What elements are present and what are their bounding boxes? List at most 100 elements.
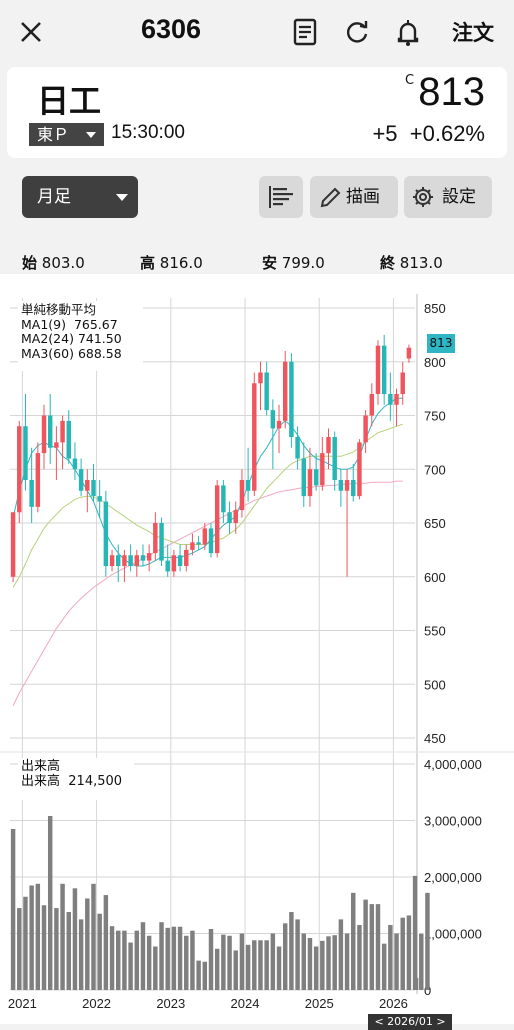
- low-value: 799.0: [281, 254, 325, 272]
- price-tick-label: 550: [424, 624, 446, 639]
- ma2-value: 741.50: [77, 331, 122, 346]
- volume-bar: [60, 883, 65, 990]
- volume-bar: [369, 904, 375, 990]
- cursor-date[interactable]: < 2026/01 >: [368, 1014, 452, 1030]
- quote-time: 15:30:00: [111, 122, 185, 143]
- market-label: 東Ｐ: [37, 125, 70, 144]
- price-tick-label: 650: [424, 516, 446, 531]
- volume-bar: [128, 942, 133, 990]
- ma1-row: MA1(9) 765.67: [21, 316, 143, 333]
- change-percent: +0.62%: [409, 121, 485, 146]
- change-value: +5: [372, 121, 398, 146]
- volume-bar: [264, 940, 269, 990]
- close-flag: C: [405, 73, 415, 88]
- price-chart[interactable]: 850 800 750 700 650 600 550 500 450 4,000,000 3,00…: [0, 274, 514, 1024]
- ma1-value: 765.67: [73, 316, 118, 332]
- volume-bar: [66, 912, 71, 990]
- ma3-label: MA3(60): [21, 345, 74, 361]
- chevron-down-icon: [116, 194, 128, 201]
- indicator-button[interactable]: [259, 176, 303, 218]
- period-select[interactable]: 月足: [22, 176, 138, 218]
- candle: [227, 512, 232, 523]
- settings-button[interactable]: 設定: [404, 176, 492, 218]
- candle: [60, 420, 65, 443]
- draw-label: 描画: [346, 187, 380, 207]
- candle: [116, 555, 121, 566]
- order-button[interactable]: 注文: [452, 21, 494, 45]
- draw-button[interactable]: 描画: [310, 176, 398, 218]
- volume-bar: [301, 933, 306, 990]
- volume-bar: [47, 815, 53, 990]
- open-item: 始 803.0: [22, 252, 85, 273]
- volume-tick-label: 0: [424, 983, 431, 998]
- volume-bar: [239, 933, 245, 990]
- candle: [369, 394, 375, 416]
- bell-icon[interactable]: [390, 14, 426, 50]
- candle: [381, 345, 387, 394]
- volume-bar: [381, 943, 387, 990]
- candle: [208, 528, 214, 554]
- candle: [153, 523, 158, 554]
- volume-bar: [35, 883, 41, 990]
- candle: [406, 347, 412, 359]
- volume-row: 出来高 214,500: [21, 774, 134, 790]
- volume-bar: [332, 935, 337, 990]
- candle: [140, 555, 146, 561]
- ma3-row: MA3(60) 688.58: [21, 345, 143, 362]
- x-tick-label: 2021: [8, 996, 37, 1011]
- candle: [351, 480, 356, 497]
- candle: [375, 345, 381, 394]
- top-bar: 6306 注文: [0, 0, 514, 66]
- candle: [78, 469, 84, 491]
- volume-bar: [351, 892, 356, 990]
- refresh-icon[interactable]: [339, 14, 375, 50]
- open-label: 始: [22, 254, 38, 272]
- volume-bar: [295, 919, 300, 990]
- close-icon[interactable]: [13, 14, 49, 50]
- price-tick-label: 800: [424, 355, 446, 370]
- document-icon[interactable]: [287, 14, 323, 50]
- close-label: 終: [380, 254, 396, 272]
- candle: [239, 480, 245, 511]
- ohlc-row: 始 803.0 高 816.0 安 799.0 終 813.0: [0, 246, 514, 274]
- volume-bar: [425, 892, 430, 990]
- volume-bar: [307, 938, 313, 990]
- settings-label: 設定: [442, 187, 476, 207]
- ma1-line: [12, 397, 403, 567]
- period-label: 月足: [37, 187, 71, 207]
- chart-area[interactable]: 850 800 750 700 650 600 550 500 450 4,000,000 3,00…: [0, 274, 514, 1030]
- high-value: 816.0: [159, 254, 203, 272]
- volume-bar: [85, 898, 90, 990]
- page-title: 6306: [140, 14, 202, 44]
- candle: [35, 453, 41, 507]
- candle: [196, 542, 201, 545]
- quote-panel: 日工 東Ｐ 15:30:00 C 813 +5 +0.62%: [7, 67, 507, 158]
- candle: [23, 426, 28, 480]
- volume-bar: [184, 935, 189, 990]
- volume-bar: [344, 933, 350, 990]
- ma2-row: MA2(24) 741.50: [21, 331, 143, 347]
- volume-bar: [78, 919, 84, 990]
- market-select[interactable]: 東Ｐ: [29, 123, 104, 146]
- volume-bar: [326, 936, 331, 990]
- candle: [326, 437, 331, 454]
- candle: [282, 361, 288, 421]
- volume-bar: [413, 977, 419, 990]
- high-label: 高: [140, 254, 156, 272]
- candle: [29, 480, 34, 507]
- stock-name: 日工: [37, 82, 102, 120]
- current-price-tag: 813: [427, 334, 455, 353]
- volume-bar: [214, 948, 220, 990]
- candle: [313, 469, 319, 486]
- volume-bar: [122, 930, 127, 990]
- volume-bar: [320, 940, 325, 990]
- candle: [103, 501, 109, 566]
- close-value: 813.0: [399, 254, 443, 272]
- volume-bar: [202, 961, 208, 990]
- candle: [122, 555, 127, 566]
- candle: [10, 512, 16, 577]
- x-tick-label: 2023: [156, 996, 185, 1011]
- price-change: +5 +0.62%: [372, 121, 485, 147]
- candle: [171, 555, 177, 572]
- candle: [202, 528, 208, 545]
